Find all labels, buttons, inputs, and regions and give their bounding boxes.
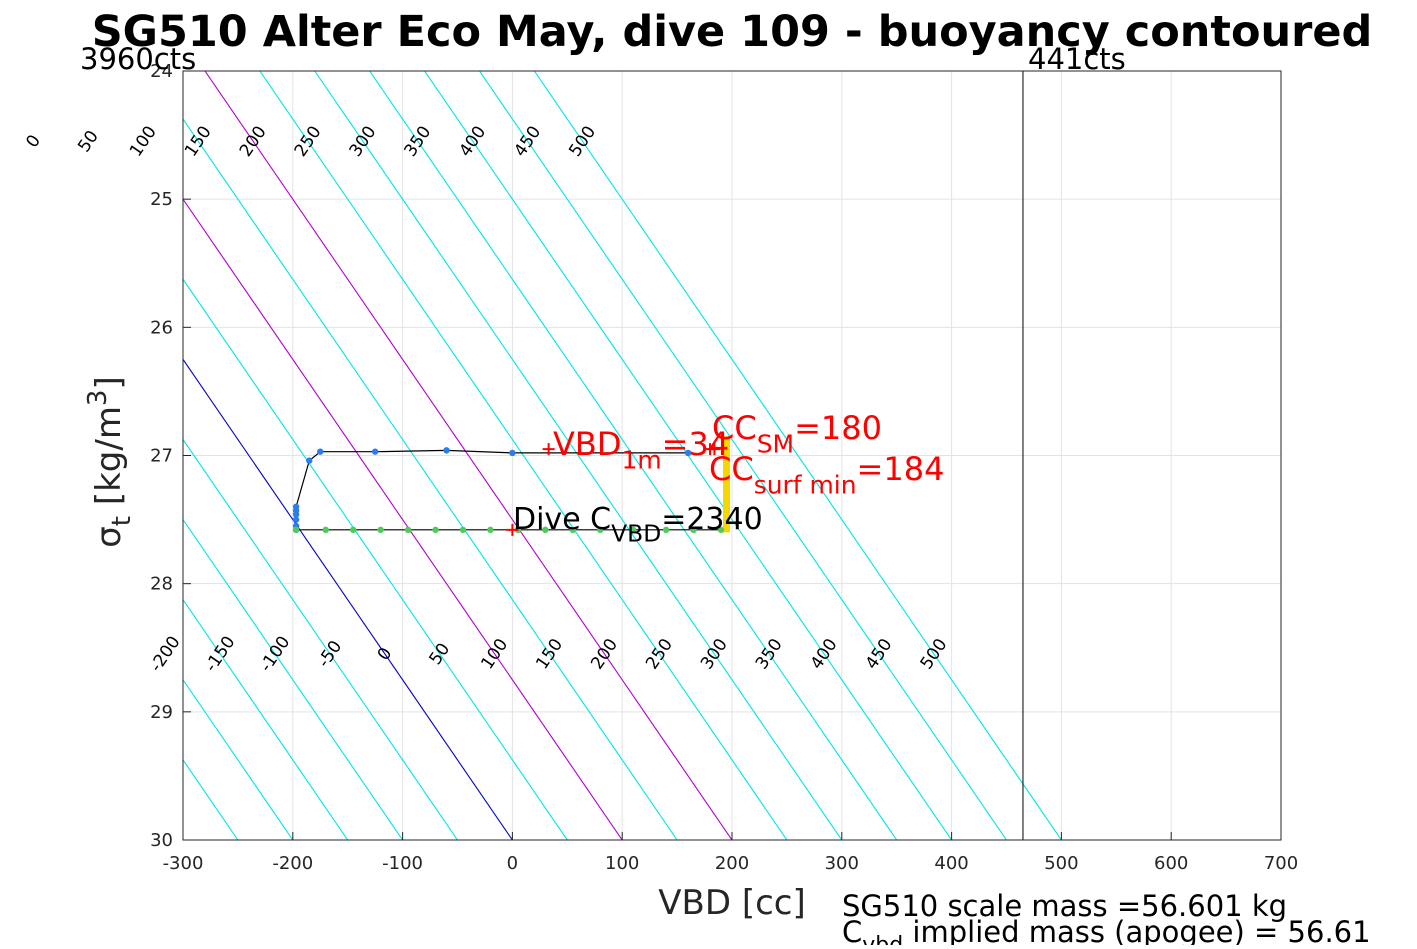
x-tick-label: 600 xyxy=(1154,853,1188,874)
vbd-1m-annotation-sub: 1m xyxy=(621,445,661,474)
scale-mass-text: SG510 scale mass =56.601 kg xyxy=(842,889,1287,923)
data-point xyxy=(377,526,384,534)
x-tick-label: 700 xyxy=(1264,853,1298,874)
contour-line xyxy=(183,278,568,840)
data-point xyxy=(292,526,300,534)
cc-surf-min-annotation-main: CC xyxy=(709,450,754,488)
surface-bar xyxy=(723,436,731,533)
cc-surf-min-annotation-sub: surf min xyxy=(754,470,857,499)
top-left-label: 3960cts xyxy=(80,42,196,76)
data-point xyxy=(662,526,670,534)
chart-title: SG510 Alter Eco May, dive 109 - buoyancy… xyxy=(92,7,1373,57)
vbd-1m-annotation: VBD1m=34 xyxy=(553,425,729,474)
cc-surf-min-annotation-value: =184 xyxy=(857,450,945,488)
contour-line xyxy=(533,71,1062,840)
x-tick-label: 0 xyxy=(507,853,518,874)
data-point xyxy=(487,526,494,534)
vbd-1m-annotation-value: =34 xyxy=(662,425,730,463)
y-tick-label: 28 xyxy=(150,574,173,595)
y-axis-label-text: σt [kg/m3] xyxy=(83,376,137,548)
data-point xyxy=(569,526,576,534)
x-tick-label: 300 xyxy=(825,853,859,874)
x-tick-label: 100 xyxy=(605,853,639,874)
data-point xyxy=(349,526,357,534)
y-label-close: ] xyxy=(89,376,129,389)
implied-mass-rest: implied mass (apogee) = 56.61 xyxy=(903,915,1370,945)
x-tick-label: 500 xyxy=(1044,853,1078,874)
contour-line xyxy=(479,71,1007,840)
data-point xyxy=(404,526,412,534)
data-point xyxy=(306,457,313,464)
contour-line xyxy=(183,598,349,840)
y-axis-label: σt [kg/m3] xyxy=(83,376,137,548)
cc-sm-annotation-main: CC xyxy=(712,409,757,447)
marker-plus xyxy=(506,523,519,536)
x-tick-label: 400 xyxy=(934,853,968,874)
cc-sm-annotation-sub: SM xyxy=(757,429,794,458)
data-point xyxy=(322,526,329,534)
y-tick-label: 29 xyxy=(150,702,173,723)
dive-c-vbd-annotation-main: Dive C xyxy=(513,502,611,537)
data-point xyxy=(371,448,379,455)
y-label-sub: t xyxy=(107,516,137,526)
x-axis-label: VBD [cc] xyxy=(658,883,806,923)
cc-sm-annotation-value: =180 xyxy=(794,409,882,447)
data-point xyxy=(292,516,300,523)
data-point xyxy=(432,526,439,534)
data-point xyxy=(597,526,604,534)
dive-c-vbd-annotation-value: =2340 xyxy=(661,502,762,537)
vbd-1m-annotation-main: VBD xyxy=(553,425,621,463)
x-tick-label: 200 xyxy=(715,853,749,874)
data-point xyxy=(684,449,692,457)
marker-plus xyxy=(708,443,721,456)
implied-mass-sub: vbd xyxy=(862,933,903,945)
y-tick-label: 24 xyxy=(150,61,173,82)
implied-mass-main: C xyxy=(842,915,862,945)
y-tick-label: 27 xyxy=(150,446,173,467)
data-point xyxy=(443,447,450,454)
cc-sm-annotation: CCSM=180 xyxy=(712,409,882,458)
contour-line xyxy=(183,118,678,840)
contour-line xyxy=(259,71,788,840)
dive-c-vbd-annotation-sub: VBD xyxy=(611,520,661,548)
top-right-label: 441cts xyxy=(1028,42,1126,76)
marker-plus xyxy=(542,443,555,456)
x-tick-label: -200 xyxy=(272,853,313,874)
y-tick-label: 30 xyxy=(150,830,173,851)
y-label-sup: 3 xyxy=(83,390,113,407)
y-label-unit: [kg/m xyxy=(89,406,129,516)
implied-mass-text: Cvbd implied mass (apogee) = 56.61 xyxy=(842,915,1371,945)
contour-line xyxy=(204,71,733,840)
data-point xyxy=(690,526,697,534)
data-point xyxy=(542,526,549,534)
data-point xyxy=(459,526,467,534)
data-point xyxy=(629,526,637,534)
contour-line xyxy=(183,678,294,840)
contour-line xyxy=(183,518,404,840)
data-point xyxy=(292,511,300,518)
contour-line xyxy=(183,438,458,840)
x-tick-label: -300 xyxy=(163,853,204,874)
data-point xyxy=(317,448,324,455)
y-tick-label: 25 xyxy=(150,189,173,210)
dive-c-vbd-annotation: Dive CVBD=2340 xyxy=(513,502,763,548)
contour-line xyxy=(369,71,898,840)
contour-line xyxy=(183,358,513,840)
data-point xyxy=(509,449,516,457)
data-point xyxy=(717,526,725,534)
y-tick-label: 26 xyxy=(150,317,173,338)
x-tick-label: -100 xyxy=(382,853,423,874)
contour-line xyxy=(314,71,843,840)
cc-surf-min-annotation: CCsurf min=184 xyxy=(709,450,944,499)
y-label-symbol: σ xyxy=(89,526,129,548)
